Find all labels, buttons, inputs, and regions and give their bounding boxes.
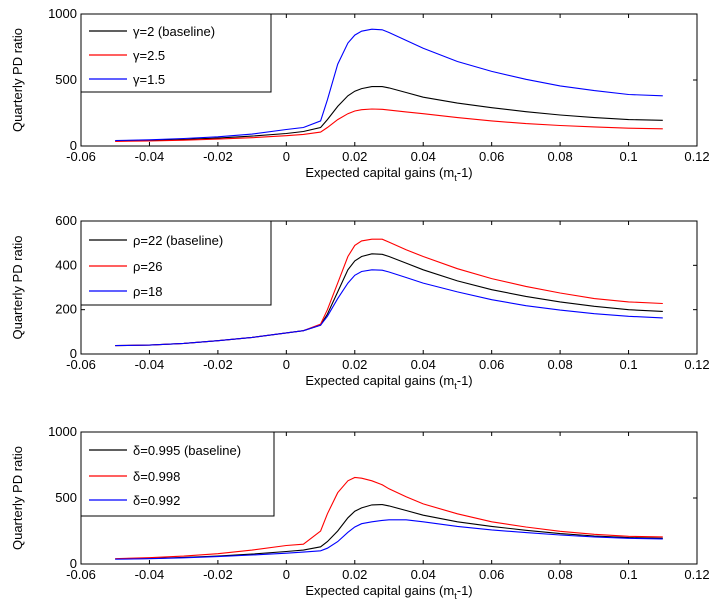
series-line-3-2 [115,476,663,560]
x-tick-label-3-4: 0.02 [342,567,367,582]
series-line-2-3 [115,269,663,347]
series-line-1-2 [115,108,663,142]
legend-label-3-1: δ=0.995 (baseline) [133,443,241,458]
y-tick-label-1-1: 500 [55,72,77,87]
y-tick-label-2-2: 400 [55,257,77,272]
x-tick-label-2-6: 0.06 [479,357,504,372]
x-tick-label-2-0: -0.06 [66,357,96,372]
x-tick-label-2-1: -0.04 [135,357,165,372]
y-tick-label-1-2: 1000 [48,6,77,21]
x-tick-label-2-8: 0.1 [620,357,638,372]
series-line-3-1 [115,504,663,560]
x-tick-label-1-0: -0.06 [66,149,96,164]
x-tick-label-1-7: 0.08 [547,149,572,164]
x-tick-label-1-6: 0.06 [479,149,504,164]
y-axis-label-2: Quarterly PD ratio [10,235,25,339]
x-tick-label-2-3: 0 [283,357,290,372]
x-tick-label-2-7: 0.08 [547,357,572,372]
x-tick-label-1-3: 0 [283,149,290,164]
legend-label-2-2: ρ=26 [133,259,162,274]
x-tick-label-1-8: 0.1 [620,149,638,164]
legend-box-3 [80,431,275,517]
x-tick-label-3-2: -0.02 [203,567,233,582]
legend-label-1-2: γ=2.5 [133,48,165,63]
legend-label-1-3: γ=1.5 [133,72,165,87]
y-tick-label-1-0: 0 [70,138,77,153]
x-tick-label-2-5: 0.04 [411,357,436,372]
x-tick-label-3-3: 0 [283,567,290,582]
series-line-1-1 [115,86,663,142]
x-tick-label-3-7: 0.08 [547,567,572,582]
x-tick-label-2-4: 0.02 [342,357,367,372]
legend-label-2-1: ρ=22 (baseline) [133,233,223,248]
x-tick-label-3-9: 0.12 [684,567,709,582]
x-axis-label-1: Expected capital gains (mt-1) [305,165,472,183]
y-axis-label-3: Quarterly PD ratio [10,446,25,550]
x-tick-label-1-4: 0.02 [342,149,367,164]
x-axis-label-3: Expected capital gains (mt-1) [305,583,472,601]
x-tick-label-1-2: -0.02 [203,149,233,164]
x-tick-label-3-5: 0.04 [411,567,436,582]
y-tick-label-2-3: 600 [55,213,77,228]
series-line-1-3 [115,28,663,142]
x-tick-label-2-9: 0.12 [684,357,709,372]
y-tick-label-2-0: 0 [70,346,77,361]
x-tick-label-2-2: -0.02 [203,357,233,372]
legend-label-3-3: δ=0.992 [133,493,180,508]
x-tick-label-3-8: 0.1 [620,567,638,582]
series-line-3-3 [115,519,663,560]
y-axis-label-1: Quarterly PD ratio [10,28,25,132]
x-tick-label-3-1: -0.04 [135,567,165,582]
y-tick-label-3-0: 0 [70,556,77,571]
x-tick-label-3-0: -0.06 [66,567,96,582]
legend-label-3-2: δ=0.998 [133,469,180,484]
legend-label-1-1: γ=2 (baseline) [133,24,215,39]
x-tick-label-1-5: 0.04 [411,149,436,164]
x-axis-label-2: Expected capital gains (mt-1) [305,373,472,391]
x-tick-label-1-1: -0.04 [135,149,165,164]
x-tick-label-3-6: 0.06 [479,567,504,582]
y-tick-label-2-1: 200 [55,302,77,317]
y-tick-label-3-2: 1000 [48,424,77,439]
legend-label-2-3: ρ=18 [133,284,162,299]
x-tick-label-1-9: 0.12 [684,149,709,164]
y-tick-label-3-1: 500 [55,490,77,505]
